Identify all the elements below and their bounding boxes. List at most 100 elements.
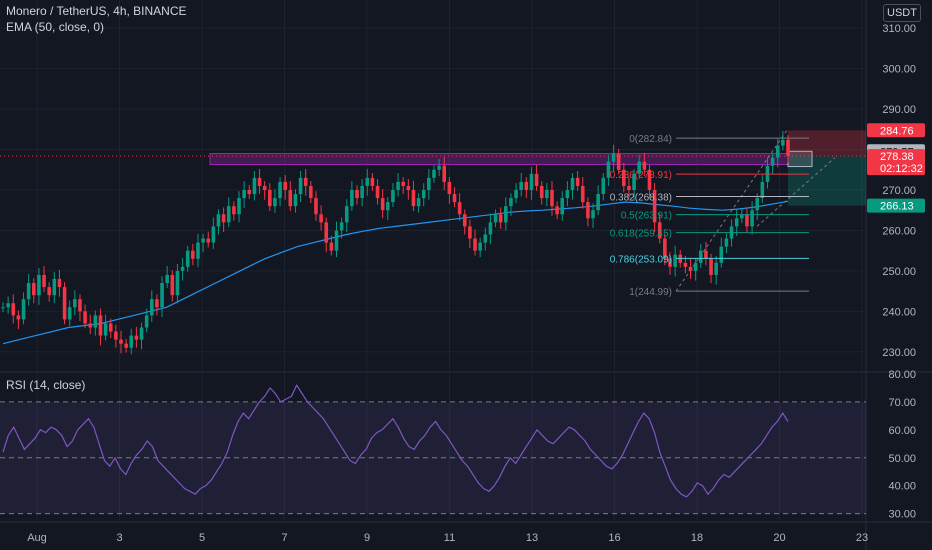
stop-zone	[788, 130, 866, 157]
candle-body	[622, 169, 626, 186]
time-tick-label: 20	[773, 532, 785, 544]
candle-body	[416, 198, 421, 207]
candle-body	[252, 177, 257, 195]
projection-box	[787, 150, 813, 168]
rsi-title: RSI (14, close)	[6, 378, 86, 392]
short-position-tool[interactable]	[675, 130, 866, 292]
price-tick-label: 230.00	[882, 347, 916, 359]
candle-body	[468, 226, 472, 239]
price-badge	[867, 149, 925, 176]
candle-body	[545, 190, 549, 199]
candle-body	[411, 190, 416, 207]
resistance-zone[interactable]	[0, 153, 866, 166]
candle-body	[457, 202, 462, 215]
candle-body	[786, 139, 790, 157]
candle-body	[570, 177, 575, 190]
candle-body	[298, 177, 303, 195]
symbol-title: Monero / TetherUS, 4h, BINANCE	[6, 4, 187, 18]
candle-body	[421, 190, 426, 199]
price-badge-text: 284.76	[880, 125, 914, 137]
candlestick-series	[1, 130, 790, 355]
candle-body	[278, 181, 282, 199]
candle-body	[1, 307, 5, 309]
candle-body	[709, 258, 713, 275]
candle-body	[108, 323, 113, 332]
price-badge-text: 266.13	[880, 201, 914, 213]
ema-legend[interactable]: EMA (50, close, 0)	[6, 20, 104, 34]
candle-body	[550, 190, 554, 207]
ema-path	[2, 200, 789, 345]
candle-body	[360, 185, 364, 199]
fibonacci-retracement[interactable]: 0(282.84) 0.236(273.91) 0.382(268.38) 0.5(2…	[610, 134, 809, 298]
candle-body	[93, 315, 98, 328]
rsi-tick-label: 60.00	[888, 425, 916, 437]
candle-body	[237, 198, 241, 215]
rsi-tick-label: 70.00	[888, 397, 916, 409]
candle-body	[375, 185, 380, 199]
symbol-legend[interactable]: Monero / TetherUS, 4h, BINANCE	[6, 4, 187, 18]
candle-body	[83, 311, 87, 324]
candle-body	[160, 283, 164, 308]
candle-body	[303, 177, 308, 186]
candle-body	[6, 303, 10, 308]
candle-body	[139, 327, 144, 340]
candle-body	[555, 206, 559, 215]
candle-body	[673, 254, 677, 267]
candle-body	[539, 185, 544, 199]
candle-body	[432, 169, 436, 178]
candle-body	[175, 270, 180, 296]
candle-body	[396, 181, 400, 190]
projection-line	[756, 157, 836, 227]
candle-body	[226, 206, 231, 223]
candle-body	[529, 173, 534, 190]
candle-body	[616, 153, 621, 170]
time-tick-label: 16	[608, 532, 620, 544]
time-axis[interactable]: Aug 3 5 7 9 11 13 16 18 20 23	[27, 532, 868, 544]
price-tick-label: 260.00	[882, 225, 916, 237]
price-axis[interactable]: 310.00300.00290.00280.00270.00260.00250.…	[882, 23, 916, 359]
candle-body	[565, 190, 570, 199]
candle-body	[483, 234, 488, 243]
candle-body	[596, 194, 600, 211]
candle-body	[534, 173, 539, 186]
candle-body	[262, 185, 267, 190]
candle-body	[493, 214, 498, 223]
candle-body	[734, 218, 739, 227]
rsi-path	[2, 383, 789, 498]
candle-body	[206, 238, 211, 243]
candle-body	[185, 250, 190, 267]
price-tick-label: 270.00	[882, 185, 916, 197]
candle-body	[750, 210, 754, 227]
candle-body	[216, 214, 221, 227]
rsi-axis[interactable]: 80.00 70.00 60.00 50.00 40.00 30.00	[888, 369, 916, 521]
candle-body	[119, 339, 123, 344]
time-tick-label: 7	[281, 532, 287, 544]
candle-body	[580, 185, 585, 203]
candle-body	[103, 323, 108, 336]
price-badge	[867, 123, 925, 138]
rsi-panel	[0, 383, 866, 515]
price-tick-label: 240.00	[882, 306, 916, 318]
candle-body	[668, 258, 672, 267]
rsi-tick-label: 40.00	[888, 481, 916, 493]
price-tick-label: 300.00	[882, 64, 916, 76]
candle-body	[47, 287, 51, 296]
candle-body	[62, 287, 67, 320]
candle-body	[391, 190, 395, 203]
candle-body	[52, 278, 57, 296]
ema-line	[2, 200, 789, 345]
candle-body	[21, 299, 26, 320]
rsi-legend[interactable]: RSI (14, close)	[6, 378, 85, 392]
currency-label[interactable]: USDT	[883, 4, 921, 22]
candle-body	[427, 177, 431, 190]
fib-level-label: 0.618(259.45)	[610, 229, 672, 240]
candle-body	[98, 315, 103, 336]
candle-body	[155, 299, 159, 308]
candle-body	[724, 238, 729, 247]
candle-body	[627, 185, 631, 190]
fib-level-label: 1(244.99)	[629, 287, 672, 298]
candle-body	[560, 198, 565, 215]
